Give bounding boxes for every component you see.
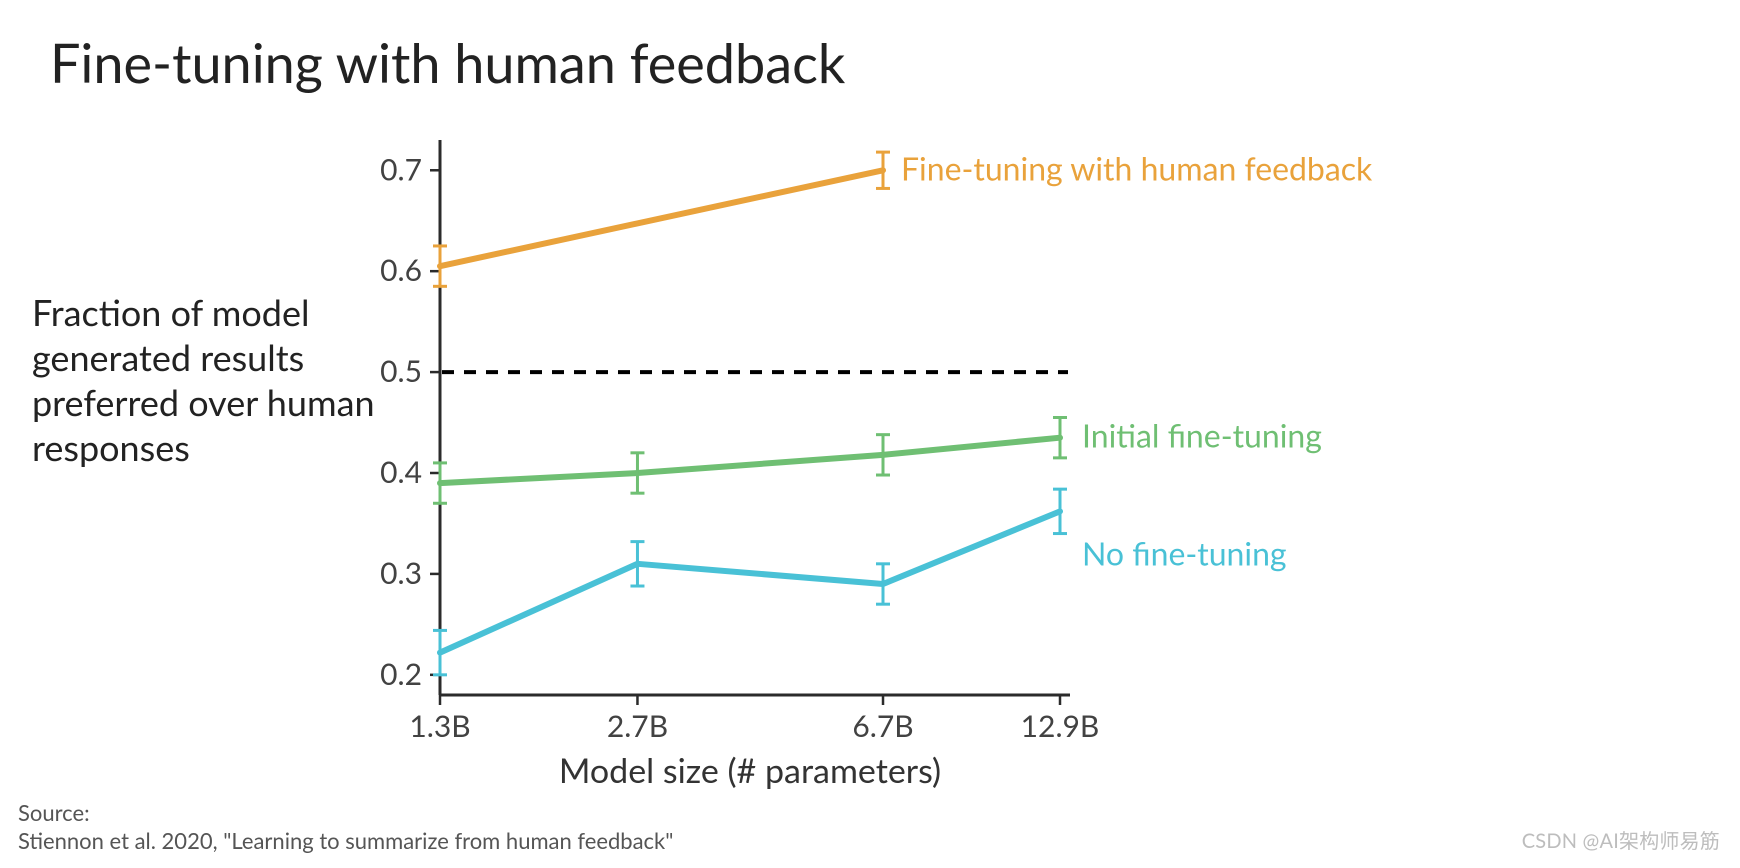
x-tick-label: 2.7B (607, 708, 668, 744)
series-line-hf (440, 170, 883, 266)
x-tick-label: 12.9B (1021, 708, 1100, 744)
y-tick-label: 0.5 (380, 353, 422, 389)
series-line-none (440, 511, 1060, 652)
series-label-none: No fine-tuning (1082, 533, 1287, 572)
y-tick-label: 0.3 (380, 555, 422, 591)
y-axis-caption: Fraction of model generated results pref… (32, 290, 392, 470)
source-citation: Source: Stiennon et al. 2020, "Learning … (18, 799, 673, 854)
line-chart: 0.2 0.3 0.4 0.5 0.6 0.7 1.3B 2.7B 6.7B 12.9B Model… (370, 130, 1720, 810)
watermark: CSDN @AI架构师易筋 (1522, 825, 1720, 854)
page-title: Fine-tuning with human feedback (50, 30, 845, 95)
series-label-initial: Initial fine-tuning (1082, 416, 1322, 455)
y-tick-label: 0.4 (380, 454, 422, 490)
y-tick-label: 0.2 (380, 656, 422, 692)
source-text: Stiennon et al. 2020, "Learning to summa… (18, 827, 673, 854)
source-label: Source: (18, 799, 673, 827)
y-tick-label: 0.6 (380, 252, 422, 288)
series-line-initial (440, 438, 1060, 483)
series-label-hf: Fine-tuning with human feedback (901, 148, 1373, 187)
x-axis-title: Model size (# parameters) (559, 750, 941, 791)
y-tick-label: 0.7 (380, 151, 422, 187)
x-tick-label: 1.3B (409, 708, 470, 744)
x-tick-label: 6.7B (852, 708, 913, 744)
chart-container: 0.2 0.3 0.4 0.5 0.6 0.7 1.3B 2.7B 6.7B 12.9B Model… (370, 130, 1720, 810)
